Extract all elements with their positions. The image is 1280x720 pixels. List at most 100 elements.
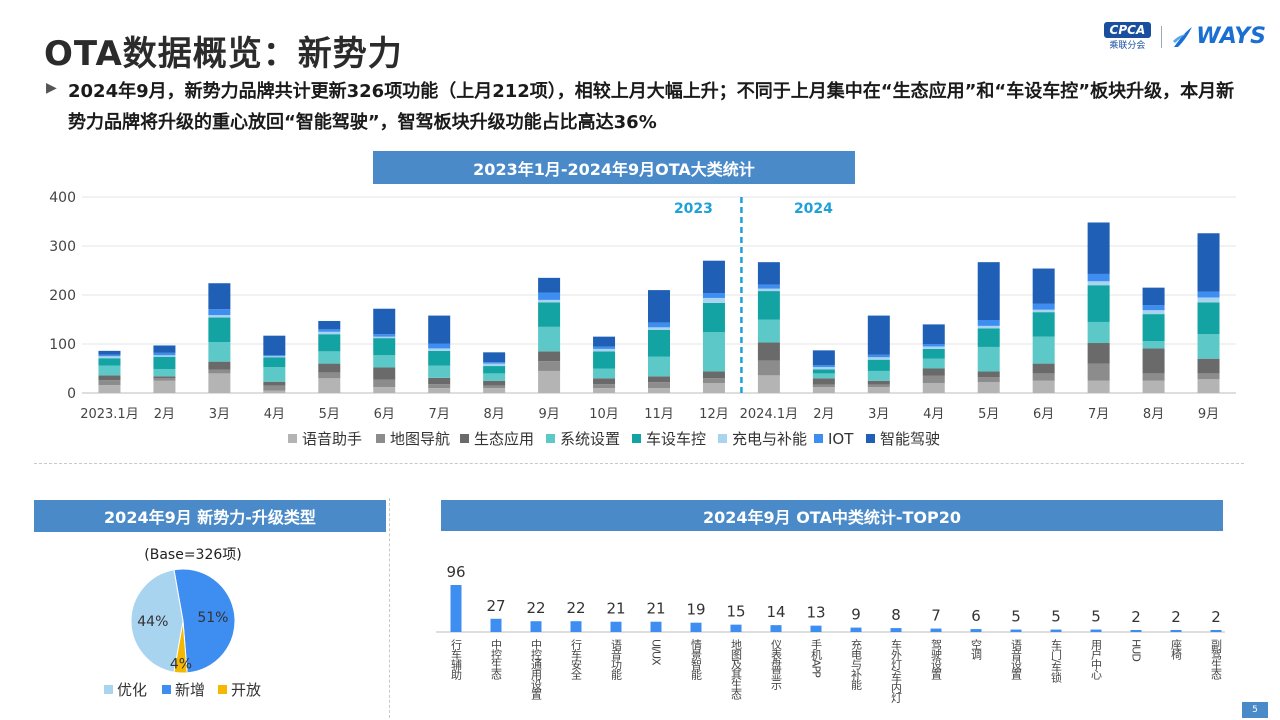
bar <box>810 625 822 632</box>
page-number: 5 <box>1242 702 1268 718</box>
bar <box>490 618 502 632</box>
x-tick-label: HUD <box>1130 639 1143 661</box>
bar <box>690 622 702 632</box>
x-tick-label: 7月 <box>1088 407 1109 422</box>
data-label: 14 <box>766 603 785 621</box>
bar-segment <box>593 348 616 352</box>
bar-segment <box>977 319 1000 326</box>
bar-segment <box>812 384 835 388</box>
bar <box>650 621 662 632</box>
legend-swatch <box>460 434 469 443</box>
bar-segment <box>153 368 176 377</box>
bar <box>730 624 742 632</box>
bar-segment <box>98 356 121 359</box>
bar-segment <box>1087 380 1110 393</box>
bar-segment <box>1087 273 1110 282</box>
legend-label: 车设车控 <box>646 430 706 448</box>
bar-segment <box>648 329 670 357</box>
x-tick-label: 3月 <box>868 407 889 422</box>
bar-segment <box>98 350 121 355</box>
bar-segment <box>702 378 725 384</box>
bar <box>570 621 582 632</box>
bar-segment <box>538 361 561 371</box>
legend-label: 充电与补能 <box>732 430 807 448</box>
bar-segment <box>263 390 286 393</box>
bar-segment <box>153 376 176 379</box>
bar-segment <box>318 372 341 379</box>
bar-segment <box>1197 334 1220 359</box>
bar-segment <box>1142 380 1165 393</box>
x-tick-label: 地图及其生态 <box>730 639 743 700</box>
x-tick-label: 充电与补能 <box>850 638 863 691</box>
bar-segment <box>263 385 286 391</box>
bar-segment <box>1032 373 1055 381</box>
page-title: OTA数据概览：新势力 <box>44 34 403 74</box>
bar-segment <box>977 371 1000 378</box>
bar-segment <box>153 356 176 369</box>
x-tick-label: 11月 <box>644 407 674 422</box>
data-label: 2 <box>1131 608 1141 626</box>
x-tick-label: 4月 <box>923 407 944 422</box>
bar-segment <box>867 380 890 385</box>
bar-segment <box>977 325 1000 329</box>
bar-segment <box>922 348 945 359</box>
data-label: 21 <box>646 600 665 618</box>
cpca-logo: CPCA 乘联分会 <box>1103 22 1152 51</box>
bar-segment <box>757 284 780 289</box>
bar <box>610 621 622 632</box>
data-label: 19 <box>686 601 705 619</box>
bar-segment <box>263 335 286 356</box>
bar-segment <box>702 297 725 303</box>
bar-segment <box>153 378 176 381</box>
bar-segment <box>922 346 945 349</box>
bar-segment <box>428 348 451 351</box>
bar-segment <box>1032 336 1055 364</box>
bar-segment <box>318 320 341 330</box>
bar-segment <box>428 365 451 378</box>
bar-segment <box>757 262 780 285</box>
summary-text: 2024年9月，新势力品牌共计更新326项功能（上月212项），相较上月大幅上升… <box>68 81 1235 133</box>
x-tick-label: 2023.1月 <box>80 407 139 422</box>
x-tick-label: 9月 <box>538 407 559 422</box>
bar-segment <box>428 384 451 389</box>
bar-segment <box>757 342 780 361</box>
bar-segment <box>318 331 341 335</box>
pie-slice <box>130 569 184 673</box>
bar <box>1210 630 1222 632</box>
bar-segment <box>538 292 561 300</box>
bar-segment <box>263 367 286 382</box>
y-tick-label: 200 <box>49 288 76 304</box>
bar-segment <box>1142 287 1165 306</box>
bar-segment <box>702 371 725 379</box>
bar-segment <box>483 352 506 363</box>
bar-segment <box>538 370 561 393</box>
bar-segment <box>922 368 945 376</box>
bar-segment <box>428 377 451 385</box>
bar-segment <box>1087 222 1110 274</box>
bullet-arrow-icon: ▶ <box>46 80 57 96</box>
x-tick-label: 手机APP <box>810 638 823 678</box>
bar-segment <box>483 366 506 374</box>
x-tick-label: 3月 <box>209 407 230 422</box>
bar-segment <box>483 373 506 381</box>
bar-segment <box>318 334 341 352</box>
y-tick-label: 300 <box>49 239 76 255</box>
x-tick-label: 座椅 <box>1170 638 1183 660</box>
bar-segment <box>1142 305 1165 311</box>
bar-segment <box>1197 302 1220 335</box>
bar-segment <box>1087 343 1110 364</box>
x-tick-label: 4月 <box>264 407 285 422</box>
data-label: 13 <box>806 604 825 622</box>
top20-chart-title: 2024年9月 OTA中类统计-TOP20 <box>441 500 1223 531</box>
bar-segment <box>1032 363 1055 374</box>
bar-segment <box>1087 285 1110 322</box>
pie-chart-title: 2024年9月 新势力-升级类型 <box>34 500 386 532</box>
y-tick-label: 100 <box>49 337 76 353</box>
bar-segment <box>318 363 341 373</box>
x-tick-label: 2月 <box>813 407 834 422</box>
bar-segment <box>208 283 231 310</box>
legend-label: 系统设置 <box>560 430 620 448</box>
bar-segment <box>208 342 231 362</box>
bar-segment <box>428 343 451 349</box>
legend-swatch <box>218 685 227 694</box>
